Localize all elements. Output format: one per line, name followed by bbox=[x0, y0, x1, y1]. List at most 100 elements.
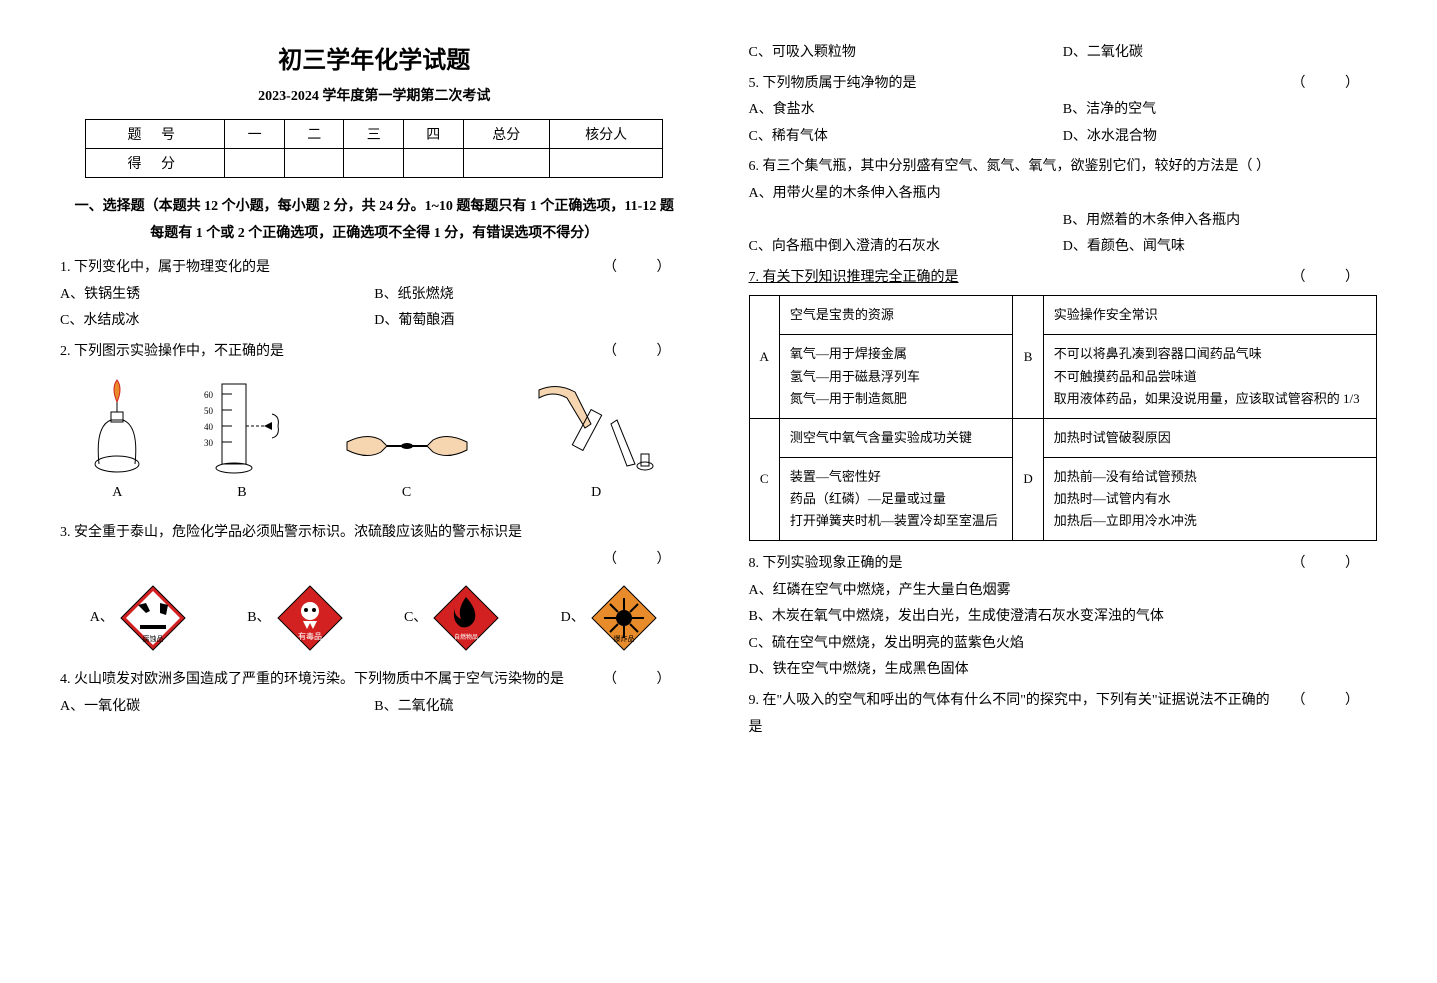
q3-label-b: B、 bbox=[247, 605, 270, 632]
explosive-hazard-icon: 爆炸品 bbox=[589, 583, 659, 653]
q3-opt-b: B、 有毒品 bbox=[247, 583, 344, 653]
score-table: 题 号 一 二 三 四 总分 核分人 得 分 bbox=[85, 119, 663, 178]
table-row: 氧气—用于焊接金属 氢气—用于磁悬浮列车 氮气—用于制造氮肥 不可以将鼻孔凑到容… bbox=[749, 335, 1377, 418]
answer-paren: （ ） bbox=[1272, 551, 1378, 578]
right-column: C、可吸入颗粒物 D、二氧化碳 5. 下列物质属于纯净物的是 （ ） A、食盐水… bbox=[749, 40, 1378, 745]
svg-text:60: 60 bbox=[204, 390, 214, 400]
score-header-4: 四 bbox=[403, 120, 463, 149]
q6-opt-d: D、看颜色、闻气味 bbox=[1063, 234, 1377, 261]
flammable-hazard-icon: 自燃物品 bbox=[431, 583, 501, 653]
q7-b-header: 实验操作安全常识 bbox=[1043, 296, 1376, 335]
svg-text:有毒品: 有毒品 bbox=[298, 631, 322, 641]
q3-hazard-icons: A、 腐蚀品 B、 bbox=[60, 583, 689, 653]
q7-c-idx: C bbox=[749, 418, 779, 540]
question-1: 1. 下列变化中，属于物理变化的是 （ ） A、铁锅生锈 B、纸张燃烧 C、水结… bbox=[60, 255, 689, 335]
q7-d-body: 加热前—没有给试管预热 加热时—试管内有水 加热后—立即用冷水冲洗 bbox=[1043, 457, 1376, 540]
q4-stem: 4. 火山喷发对欧洲多国造成了严重的环境污染。下列物质中不属于空气污染物的是 bbox=[60, 667, 583, 694]
q5-stem: 5. 下列物质属于纯净物的是 bbox=[749, 71, 1272, 98]
q2-image-c: C bbox=[337, 396, 477, 507]
q7-stem: 7. 有关下列知识推理完全正确的是 bbox=[749, 265, 1272, 292]
q8-opt-d: D、铁在空气中燃烧，生成黑色固体 bbox=[749, 657, 1378, 684]
answer-paren: （ ） bbox=[1272, 71, 1378, 98]
q3-label-c: C、 bbox=[404, 605, 427, 632]
q2-label-a: A bbox=[112, 480, 122, 507]
q6-opt-c: C、向各瓶中倒入澄清的石灰水 bbox=[749, 234, 1063, 261]
left-column: 初三学年化学试题 2023-2024 学年度第一学期第二次考试 题 号 一 二 … bbox=[60, 40, 689, 745]
table-row: C 测空气中氧气含量实验成功关键 D 加热时试管破裂原因 bbox=[749, 418, 1377, 457]
q8-opt-b: B、木炭在氧气中燃烧，发出白光，生成使澄清石灰水变浑浊的气体 bbox=[749, 604, 1378, 631]
q3-label-a: A、 bbox=[90, 605, 114, 632]
graduated-cylinder-icon: 60 50 40 30 bbox=[202, 376, 282, 476]
q2-label-b: B bbox=[237, 480, 246, 507]
q8-opt-a: A、红磷在空气中燃烧，产生大量白色烟雾 bbox=[749, 578, 1378, 605]
score-header-total: 总分 bbox=[463, 120, 549, 149]
question-5: 5. 下列物质属于纯净物的是 （ ） A、食盐水 B、洁净的空气 C、稀有气体 … bbox=[749, 71, 1378, 151]
q7-c-body: 装置—气密性好 药品（红磷）—足量或过量 打开弹簧夹时机—装置冷却至室温后 bbox=[779, 457, 1012, 540]
question-7: 7. 有关下列知识推理完全正确的是 （ ） A 空气是宝贵的资源 B 实验操作安… bbox=[749, 265, 1378, 541]
q1-stem: 1. 下列变化中，属于物理变化的是 bbox=[60, 255, 583, 282]
q4-opt-d: D、二氧化碳 bbox=[1063, 40, 1377, 67]
table-row: 装置—气密性好 药品（红磷）—足量或过量 打开弹簧夹时机—装置冷却至室温后 加热… bbox=[749, 457, 1377, 540]
q7-a-header: 空气是宝贵的资源 bbox=[779, 296, 1012, 335]
q1-opt-c: C、水结成冰 bbox=[60, 308, 374, 335]
score-cell-empty bbox=[225, 149, 285, 178]
q5-opt-c: C、稀有气体 bbox=[749, 124, 1063, 151]
q1-opt-d: D、葡萄酿酒 bbox=[374, 308, 688, 335]
svg-text:40: 40 bbox=[204, 422, 214, 432]
answer-paren: （ ） bbox=[583, 339, 689, 366]
score-header-label: 题 号 bbox=[86, 120, 225, 149]
score-header-2: 二 bbox=[284, 120, 344, 149]
question-4-cont: C、可吸入颗粒物 D、二氧化碳 bbox=[749, 40, 1378, 67]
q6-opt-b-pad bbox=[749, 208, 1063, 235]
page-subtitle: 2023-2024 学年度第一学期第二次考试 bbox=[60, 85, 689, 105]
q6-opt-a: A、用带火星的木条伸入各瓶内 bbox=[749, 181, 1378, 208]
hands-solid-icon bbox=[337, 396, 477, 476]
score-cell-empty bbox=[403, 149, 463, 178]
q8-stem: 8. 下列实验现象正确的是 bbox=[749, 551, 1272, 578]
question-8: 8. 下列实验现象正确的是 （ ） A、红磷在空气中燃烧，产生大量白色烟雾 B、… bbox=[749, 551, 1378, 684]
alcohol-lamp-icon bbox=[87, 376, 147, 476]
score-cell-empty bbox=[549, 149, 662, 178]
q6-stem: 6. 有三个集气瓶，其中分别盛有空气、氮气、氧气，欲鉴别它们，较好的方法是（ ） bbox=[749, 154, 1378, 181]
q7-a-idx: A bbox=[749, 296, 779, 418]
answer-paren: （ ） bbox=[583, 255, 689, 282]
answer-paren: （ ） bbox=[583, 667, 689, 694]
q2-stem: 2. 下列图示实验操作中，不正确的是 bbox=[60, 339, 583, 366]
q3-stem: 3. 安全重于泰山，危险化学品必须贴警示标识。浓硫酸应该贴的警示标识是 bbox=[60, 520, 689, 547]
q5-opt-a: A、食盐水 bbox=[749, 97, 1063, 124]
page-title: 初三学年化学试题 bbox=[60, 40, 689, 75]
question-9: 9. 在"人吸入的空气和呼出的气体有什么不同"的探究中，下列有关"证据说法不正确… bbox=[749, 688, 1378, 741]
svg-text:自燃物品: 自燃物品 bbox=[454, 633, 478, 641]
q6-opt-b: B、用燃着的木条伸入各瓶内 bbox=[1063, 208, 1377, 235]
svg-text:爆炸品: 爆炸品 bbox=[613, 634, 634, 643]
q8-opt-c: C、硫在空气中燃烧，发出明亮的蓝紫色火焰 bbox=[749, 631, 1378, 658]
answer-paren: （ ） bbox=[1272, 265, 1378, 292]
score-header-checker: 核分人 bbox=[549, 120, 662, 149]
q7-table: A 空气是宝贵的资源 B 实验操作安全常识 氧气—用于焊接金属 氢气—用于磁悬浮… bbox=[749, 295, 1378, 541]
svg-text:腐蚀品: 腐蚀品 bbox=[142, 634, 163, 643]
q4-opt-c: C、可吸入颗粒物 bbox=[749, 40, 1063, 67]
corrosive-hazard-icon: 腐蚀品 bbox=[118, 583, 188, 653]
toxic-hazard-icon: 有毒品 bbox=[275, 583, 345, 653]
table-row: A 空气是宝贵的资源 B 实验操作安全常识 bbox=[749, 296, 1377, 335]
score-row-label: 得 分 bbox=[86, 149, 225, 178]
section-instructions: 一、选择题（本题共 12 个小题，每小题 2 分，共 24 分。1~10 题每题… bbox=[60, 194, 689, 247]
q7-a-body: 氧气—用于焊接金属 氢气—用于磁悬浮列车 氮气—用于制造氮肥 bbox=[779, 335, 1012, 418]
q7-d-idx: D bbox=[1013, 418, 1043, 540]
q2-label-c: C bbox=[402, 480, 411, 507]
q9-stem: 9. 在"人吸入的空气和呼出的气体有什么不同"的探究中，下列有关"证据说法不正确… bbox=[749, 688, 1272, 741]
q2-image-a: A bbox=[87, 376, 147, 507]
score-cell-empty bbox=[344, 149, 404, 178]
pour-liquid-icon bbox=[531, 376, 661, 476]
answer-paren: （ ） bbox=[583, 547, 689, 574]
q7-b-idx: B bbox=[1013, 296, 1043, 418]
svg-text:50: 50 bbox=[204, 406, 214, 416]
q7-d-header: 加热时试管破裂原因 bbox=[1043, 418, 1376, 457]
score-cell-empty bbox=[284, 149, 344, 178]
q1-opt-a: A、铁锅生锈 bbox=[60, 282, 374, 309]
q1-opt-b: B、纸张燃烧 bbox=[374, 282, 688, 309]
q7-c-header: 测空气中氧气含量实验成功关键 bbox=[779, 418, 1012, 457]
q3-opt-c: C、 自燃物品 bbox=[404, 583, 501, 653]
table-row: 得 分 bbox=[86, 149, 663, 178]
q2-image-d: D bbox=[531, 376, 661, 507]
